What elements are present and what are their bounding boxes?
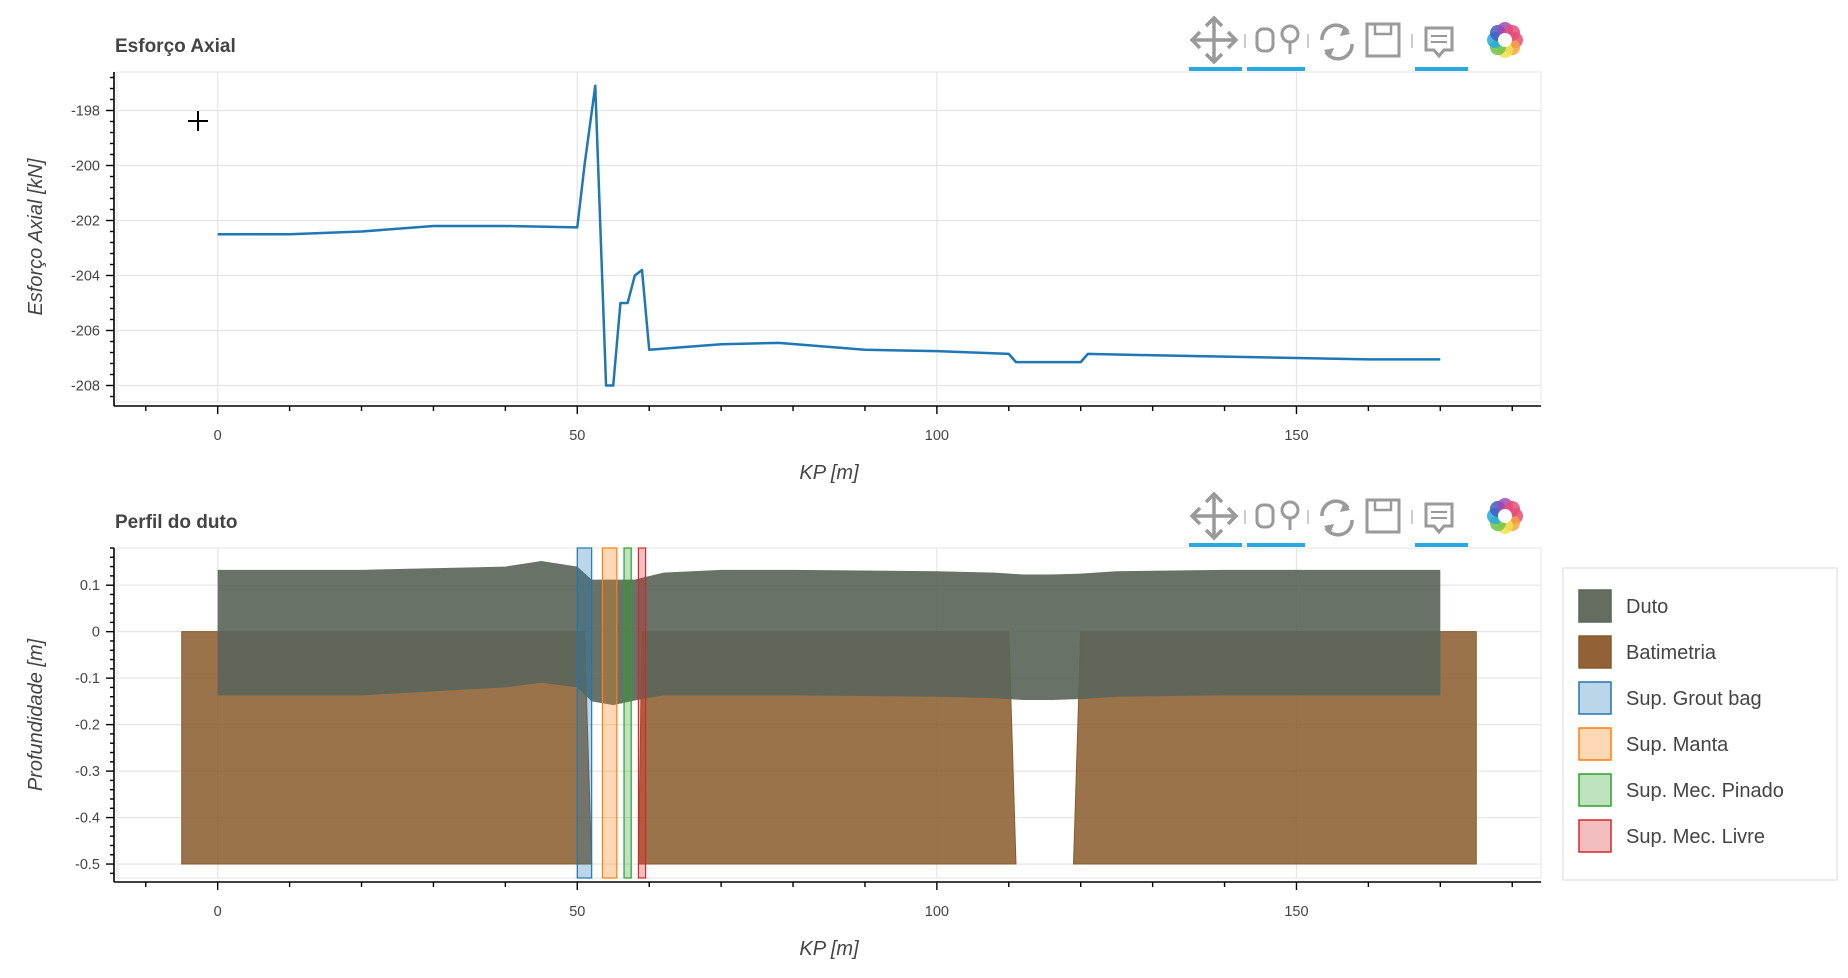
y-tick-label: -206 [71,324,100,340]
legend-label: Batimetria [1626,642,1717,664]
box-zoom-tool-icon[interactable] [1247,24,1305,71]
duto-area[interactable] [217,561,1441,706]
legend-swatch [1578,819,1612,853]
x-axis-label: KP [m] [799,938,859,960]
support-band[interactable] [637,547,647,879]
reset-tool-icon[interactable] [1320,499,1354,537]
chart-title: Perfil do duto [115,512,237,533]
legend-swatch [1578,589,1612,623]
y-tick-label: 0 [92,625,100,641]
toolbar-top [1189,15,1523,71]
support-band[interactable] [601,547,618,879]
y-tick-label: -0.2 [75,718,100,734]
y-tick-label: -200 [71,159,100,175]
save-tool-icon[interactable] [1365,498,1401,534]
chart-title: Esforço Axial [115,36,236,57]
legend: Duto Batimetria Sup. Grout bag Sup. Manta Su… [1562,567,1838,881]
x-axis-label: KP [m] [799,462,859,484]
crosshair-cursor-icon [188,111,208,131]
y-tick-label: -0.1 [75,671,100,687]
legend-swatch [1578,681,1612,715]
y-tick-label: -0.5 [75,857,100,873]
axial-force-chart[interactable]: Esforço Axial 0 50 100 150 -198 -200 -202 -204 -… [25,36,1542,484]
reset-tool-icon[interactable] [1320,23,1354,61]
y-tick-label: -0.4 [75,811,100,827]
x-tick-label: 0 [214,904,222,920]
axial-force-series-line[interactable] [217,84,1441,387]
hover-tool-icon[interactable] [1415,26,1468,71]
x-tick-label: 150 [1284,904,1308,920]
bokeh-logo-icon[interactable] [1487,498,1523,534]
legend-label: Sup. Manta [1626,734,1729,756]
x-tick-label: 0 [214,428,222,444]
legend-swatch [1578,773,1612,807]
support-band[interactable] [623,547,632,879]
legend-label: Duto [1626,596,1668,618]
legend-label: Sup. Mec. Pinado [1626,780,1784,802]
x-tick-label: 50 [569,428,585,444]
legend-swatch [1578,635,1612,669]
pan-tool-icon[interactable] [1189,15,1242,71]
bokeh-logo-icon[interactable] [1487,22,1523,58]
plot-area[interactable] [116,71,1542,403]
legend-swatch [1578,727,1612,761]
hover-tool-icon[interactable] [1415,502,1468,547]
y-tick-label: -198 [71,104,100,120]
x-tick-label: 50 [569,904,585,920]
y-axis-label: Profundidade [m] [25,638,47,791]
legend-label: Sup. Grout bag [1626,688,1762,710]
pipe-profile-chart[interactable]: Perfil do duto 0 50 100 150 0.1 0 -0.1 -0.2 -0.3… [25,512,1542,960]
save-tool-icon[interactable] [1365,22,1401,58]
x-tick-label: 100 [925,428,949,444]
toolbar-bottom [1189,491,1523,547]
y-tick-label: -208 [71,379,100,395]
box-zoom-tool-icon[interactable] [1247,500,1305,547]
pan-tool-icon[interactable] [1189,491,1242,547]
y-tick-label: -0.3 [75,764,100,780]
y-tick-label: -202 [71,214,100,230]
x-tick-label: 100 [925,904,949,920]
y-axis-label: Esforço Axial [kN] [25,158,47,316]
x-tick-label: 150 [1284,428,1308,444]
legend-label: Sup. Mec. Livre [1626,826,1765,848]
y-tick-label: 0.1 [80,578,100,594]
support-band[interactable] [576,547,593,879]
y-tick-label: -204 [71,269,100,285]
